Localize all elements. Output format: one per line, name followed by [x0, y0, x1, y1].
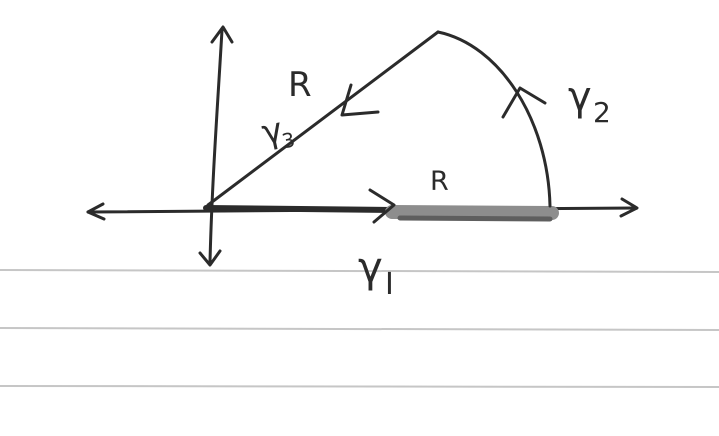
- gamma1-segment-shaded: [385, 205, 559, 220]
- gamma2-arc: [436, 30, 552, 208]
- gamma3-segment: [206, 30, 440, 207]
- radius-label-diagonal: R: [288, 65, 312, 105]
- notebook-rule-1: [0, 269, 719, 273]
- gamma1-direction-arrow: [368, 188, 396, 224]
- gamma3-direction-arrow: [340, 83, 380, 117]
- notebook-rule-3: [0, 385, 719, 388]
- gamma3-subscript-label: 3: [280, 127, 297, 153]
- gamma1-symbol-label: γ: [358, 243, 383, 292]
- gamma1-segment-shade-edge: [397, 215, 553, 222]
- gamma1-segment-dark: [203, 205, 395, 213]
- y-axis-up-arrowhead: [210, 25, 234, 44]
- gamma2-direction-arrow: [501, 86, 547, 119]
- gamma2-subscript-label: 2: [593, 96, 611, 129]
- y-axis-down-arrowhead: [198, 249, 222, 267]
- gamma2-symbol-label: γ: [568, 74, 592, 120]
- gamma1-subscript-label: I: [385, 267, 394, 302]
- y-axis: [208, 28, 224, 264]
- x-axis-right-arrowhead: [619, 197, 639, 218]
- x-axis-left-arrowhead: [86, 202, 106, 221]
- notebook-rule-2: [0, 327, 719, 331]
- radius-label-base: R: [430, 166, 449, 197]
